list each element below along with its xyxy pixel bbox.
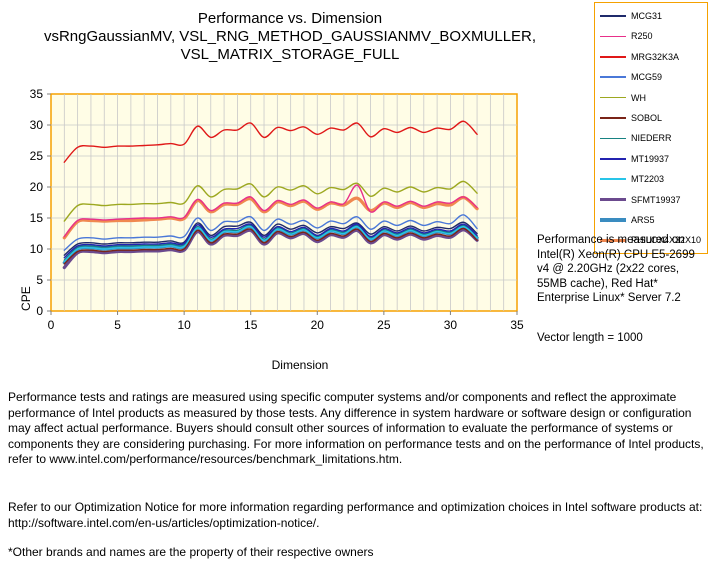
y-tick-label: 0 — [36, 304, 43, 318]
system-info-note: Performance is measured on Intel(R) Xeon… — [537, 234, 695, 304]
legend-item-mrg32k3a: MRG32K3A — [599, 49, 707, 65]
legend-label: PHILOX4X32X10 — [631, 235, 702, 246]
x-axis-label: Dimension — [272, 358, 329, 372]
series-line-mt2203 — [63, 225, 478, 263]
legend-item-mcg31: MCG31 — [599, 8, 707, 24]
legend-swatch — [600, 117, 626, 119]
legend-item-niederr: NIEDERR — [599, 130, 707, 146]
x-tick-label: 25 — [377, 318, 391, 332]
x-tick-label: 30 — [444, 318, 458, 332]
legend-label: SFMT19937 — [631, 194, 681, 205]
legend-label: MT19937 — [631, 153, 670, 164]
series-line-sobol — [63, 227, 478, 265]
legend-label: ARS5 — [631, 215, 655, 225]
x-tick-label: 0 — [48, 318, 55, 332]
legend-label: SOBOL — [631, 113, 663, 123]
legend-label: R250 — [631, 31, 653, 42]
legend-swatch — [600, 56, 626, 58]
legend-label: WH — [631, 92, 646, 103]
series-line-mcg31 — [63, 221, 478, 256]
legend-swatch — [600, 15, 626, 17]
legend-swatch — [600, 35, 626, 38]
chart-title-line-2: vsRngGaussianMV, VSL_RNG_METHOD_GAUSSIAN… — [43, 28, 537, 45]
y-tick-label: 15 — [30, 211, 44, 225]
y-tick-label: 35 — [30, 87, 44, 101]
legend-item-r250: R250 — [599, 28, 707, 44]
legend-swatch — [600, 218, 626, 222]
chart-title-line-3: VSL_MATRIX_STORAGE_FULL — [180, 46, 400, 63]
legend-item-mt2203: MT2203 — [599, 171, 707, 187]
vector-length-note: Vector length = 1000 — [537, 332, 643, 344]
legend-item-ars5: ARS5 — [599, 212, 707, 228]
series-line-r250 — [63, 184, 478, 238]
y-tick-label: 10 — [30, 242, 44, 256]
x-tick-label: 10 — [177, 318, 191, 332]
legend-swatch — [600, 198, 626, 202]
series-line-mrg32k3a — [63, 120, 478, 163]
y-axis-label: CPE — [19, 286, 33, 311]
disclaimer-optimization: Refer to our Optimization Notice for mor… — [8, 500, 703, 530]
y-tick-label: 30 — [30, 118, 44, 132]
x-tick-label: 35 — [510, 318, 524, 332]
legend-item-mt19937: MT19937 — [599, 151, 707, 167]
legend-swatch — [600, 178, 626, 180]
legend-item-sobol: SOBOL — [599, 110, 707, 126]
legend-swatch — [600, 96, 626, 99]
legend-label: MRG32K3A — [631, 51, 680, 62]
legend-label: MCG31 — [631, 11, 663, 21]
performance-chart: 0 5 10 15 20 25 30 35 0 5 10 15 20 25 30 35 Dimension C… — [19, 87, 524, 372]
series-line-mcg59 — [63, 214, 478, 251]
disclaimer-trademarks: *Other brands and names are the property… — [8, 545, 374, 559]
series-line-sfmt19937 — [62, 228, 479, 270]
legend-swatch — [600, 158, 626, 160]
legend-swatch — [600, 76, 626, 78]
series-line-philox4x32x10 — [62, 195, 479, 240]
x-tick-label: 20 — [311, 318, 325, 332]
legend-swatch — [600, 238, 626, 242]
chart-title-line-1: Performance vs. Dimension — [197, 10, 383, 27]
y-tick-label: 20 — [30, 180, 44, 194]
legend-label: NIEDERR — [631, 133, 672, 144]
series-line-mt19937 — [63, 223, 478, 259]
legend-item-wh: WH — [599, 90, 707, 106]
axes: 0 5 10 15 20 25 30 35 0 5 10 15 20 25 30 35 — [30, 87, 524, 332]
legend-label: MCG59 — [631, 72, 663, 83]
series-line-wh — [63, 180, 478, 222]
legend-item-mcg59: MCG59 — [599, 69, 707, 85]
legend-item-philox4x32x10: PHILOX4X32X10 — [599, 232, 707, 248]
legend-swatch — [600, 137, 626, 140]
chart-legend: MCG31 R250 MRG32K3A MCG59 WH SOBOL NIEDERR MT19… — [594, 2, 708, 254]
disclaimer-performance: Performance tests and ratings are measur… — [8, 390, 704, 466]
series-line-niederr — [63, 224, 478, 261]
series-lines — [62, 120, 479, 270]
y-tick-label: 25 — [30, 149, 44, 163]
legend-label: MT2203 — [631, 174, 665, 185]
y-tick-label: 5 — [36, 273, 43, 287]
x-tick-label: 5 — [114, 318, 121, 332]
legend-item-sfmt19937: SFMT19937 — [599, 192, 707, 208]
x-tick-label: 15 — [244, 318, 258, 332]
